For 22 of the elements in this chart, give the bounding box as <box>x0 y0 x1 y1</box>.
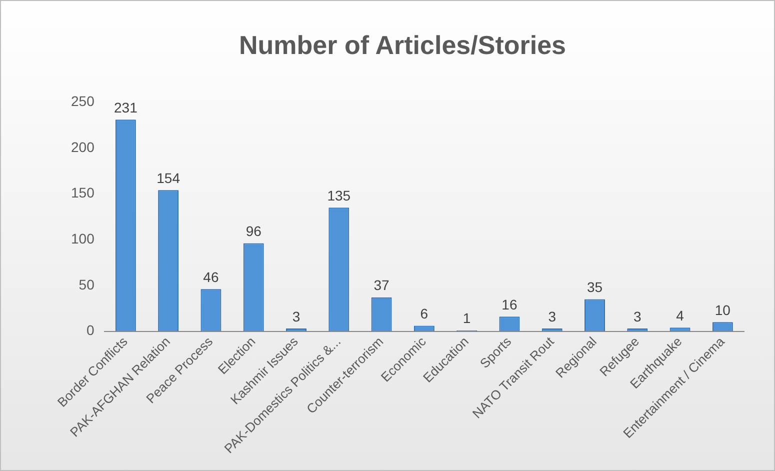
data-label: 6 <box>420 306 428 322</box>
data-label: 3 <box>548 308 556 324</box>
data-label: 10 <box>714 302 731 318</box>
data-label: 46 <box>203 268 219 285</box>
data-label: 37 <box>374 277 390 294</box>
data-label: 96 <box>246 223 262 240</box>
data-label: 135 <box>327 187 351 204</box>
data-label: 16 <box>502 296 518 312</box>
data-label: 3 <box>633 308 642 324</box>
y-tick-label: 250 <box>71 93 95 110</box>
y-tick-label: 0 <box>86 322 95 338</box>
y-tick-label: 200 <box>71 138 95 155</box>
data-label: 1 <box>462 310 471 326</box>
y-tick-label: 50 <box>78 276 95 292</box>
data-label: 3 <box>292 308 300 324</box>
y-tick-label: 150 <box>71 184 95 201</box>
data-label: 35 <box>586 279 603 296</box>
data-label: 231 <box>114 99 138 116</box>
data-label: 154 <box>156 170 180 186</box>
y-tick-label: 100 <box>71 230 95 247</box>
chart-title: Number of Articles/Stories <box>238 30 566 60</box>
data-label: 4 <box>676 307 684 324</box>
